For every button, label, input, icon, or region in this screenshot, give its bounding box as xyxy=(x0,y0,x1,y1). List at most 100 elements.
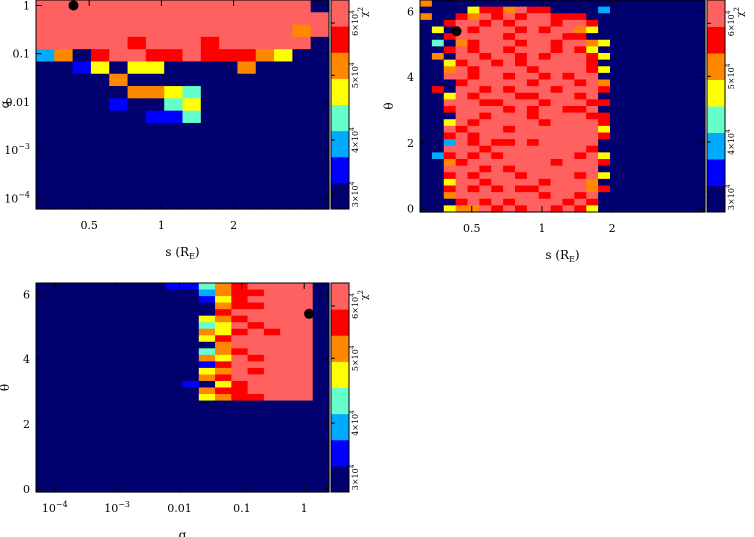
heatmap-cell xyxy=(657,72,670,81)
heatmap-cell xyxy=(215,459,232,467)
heatmap-cell xyxy=(443,152,457,160)
heatmap-cell xyxy=(526,106,540,114)
heatmap-cell xyxy=(255,172,275,186)
heatmap-cell xyxy=(215,413,232,421)
heatmap-cell xyxy=(149,413,167,421)
heatmap-cell xyxy=(312,459,330,467)
heatmap-cell xyxy=(145,110,165,124)
heatmap-cell xyxy=(274,61,293,75)
heatmap-cell xyxy=(52,459,70,467)
heatmap-cell xyxy=(538,106,552,114)
heatmap-cell xyxy=(292,86,312,99)
heatmap-cell xyxy=(491,165,504,173)
heatmap-cell xyxy=(443,205,457,213)
heatmap-cell xyxy=(36,309,53,317)
heatmap-cell xyxy=(550,119,564,127)
heatmap-cell xyxy=(538,139,552,147)
heatmap-cell xyxy=(681,205,694,213)
heatmap-cell xyxy=(633,86,647,94)
heatmap-cell xyxy=(231,296,249,304)
heatmap-cell xyxy=(145,0,165,13)
heatmap-cell xyxy=(621,33,635,41)
colorbar-frame xyxy=(706,0,726,213)
heatmap-cell xyxy=(36,439,53,447)
heatmap-cell xyxy=(52,472,70,480)
heatmap-cell xyxy=(443,33,457,41)
heatmap-cell xyxy=(443,6,457,14)
heatmap-cell xyxy=(526,92,540,100)
heatmap-cell xyxy=(598,152,611,160)
heatmap-cell xyxy=(681,192,694,200)
heatmap-cell xyxy=(280,472,298,480)
heatmap-cell xyxy=(296,361,314,369)
heatmap-cell xyxy=(621,159,635,167)
heatmap-cell xyxy=(479,112,492,120)
heatmap-cell xyxy=(231,459,249,467)
heatmap-cell xyxy=(149,394,167,402)
heatmap-cell xyxy=(68,433,86,441)
heatmap-cell xyxy=(263,380,281,389)
heatmap-cell xyxy=(133,341,151,349)
heatmap-cell xyxy=(68,322,86,330)
heatmap-cell xyxy=(109,36,129,50)
heatmap-cell xyxy=(182,24,202,38)
heatmap-cell xyxy=(610,99,623,107)
colorbar-swatch xyxy=(707,53,725,80)
heatmap-cell xyxy=(621,46,635,54)
heatmap-cell xyxy=(166,387,184,395)
heatmap-cell xyxy=(645,139,659,147)
heatmap-cell xyxy=(633,178,647,187)
heatmap-cell xyxy=(657,92,670,100)
heatmap-cell xyxy=(117,309,135,317)
heatmap-cell xyxy=(280,478,298,487)
heatmap-cell xyxy=(562,53,575,61)
heatmap-cell xyxy=(420,99,433,107)
heatmap-cell xyxy=(72,135,92,149)
heatmap-cell xyxy=(198,387,216,395)
heatmap-cell xyxy=(610,198,623,206)
heatmap-cell xyxy=(574,92,587,100)
heatmap-cell xyxy=(52,380,70,389)
heatmap-cell xyxy=(200,122,220,136)
heatmap-cell xyxy=(296,439,314,447)
heatmap-cell xyxy=(598,39,611,47)
heatmap-cell xyxy=(598,165,611,173)
heatmap-cell xyxy=(503,185,516,193)
heatmap-cell xyxy=(109,61,129,75)
heatmap-cell xyxy=(133,315,151,323)
heatmap-cell xyxy=(101,335,118,343)
heatmap-cell xyxy=(645,205,659,213)
heatmap-cell xyxy=(117,485,135,493)
heatmap-cell xyxy=(263,439,281,447)
heatmap-cell xyxy=(586,119,599,127)
heatmap-cell xyxy=(562,132,575,140)
heatmap-cell xyxy=(586,46,599,54)
heatmap-cell xyxy=(479,86,492,94)
heatmap-cell xyxy=(621,112,635,120)
heatmap-cell xyxy=(182,485,200,493)
heatmap-cell xyxy=(198,433,216,441)
heatmap-cell xyxy=(182,348,200,356)
heatmap-cell xyxy=(562,33,575,41)
heatmap-cell xyxy=(491,119,504,127)
heatmap-cell xyxy=(68,446,86,454)
heatmap-cell xyxy=(182,452,200,460)
heatmap-cell xyxy=(657,125,670,134)
heatmap-cell xyxy=(645,72,659,81)
heatmap-cell xyxy=(263,315,281,323)
heatmap-cell xyxy=(101,315,118,323)
heatmap-cell xyxy=(247,354,265,362)
heatmap-cell xyxy=(84,387,102,395)
heatmap-cell xyxy=(292,24,312,38)
heatmap-cell xyxy=(693,165,706,173)
heatmap-cell xyxy=(280,322,298,330)
heatmap-cell xyxy=(117,289,135,297)
heatmap-cell xyxy=(503,53,516,61)
heatmap-cell xyxy=(633,159,647,167)
heatmap-cell xyxy=(68,439,86,447)
heatmap-cell xyxy=(420,106,433,114)
heatmap-cell xyxy=(645,33,659,41)
heatmap-cell xyxy=(574,46,587,54)
heatmap-cell xyxy=(133,400,151,408)
heatmap-cell xyxy=(255,73,275,87)
